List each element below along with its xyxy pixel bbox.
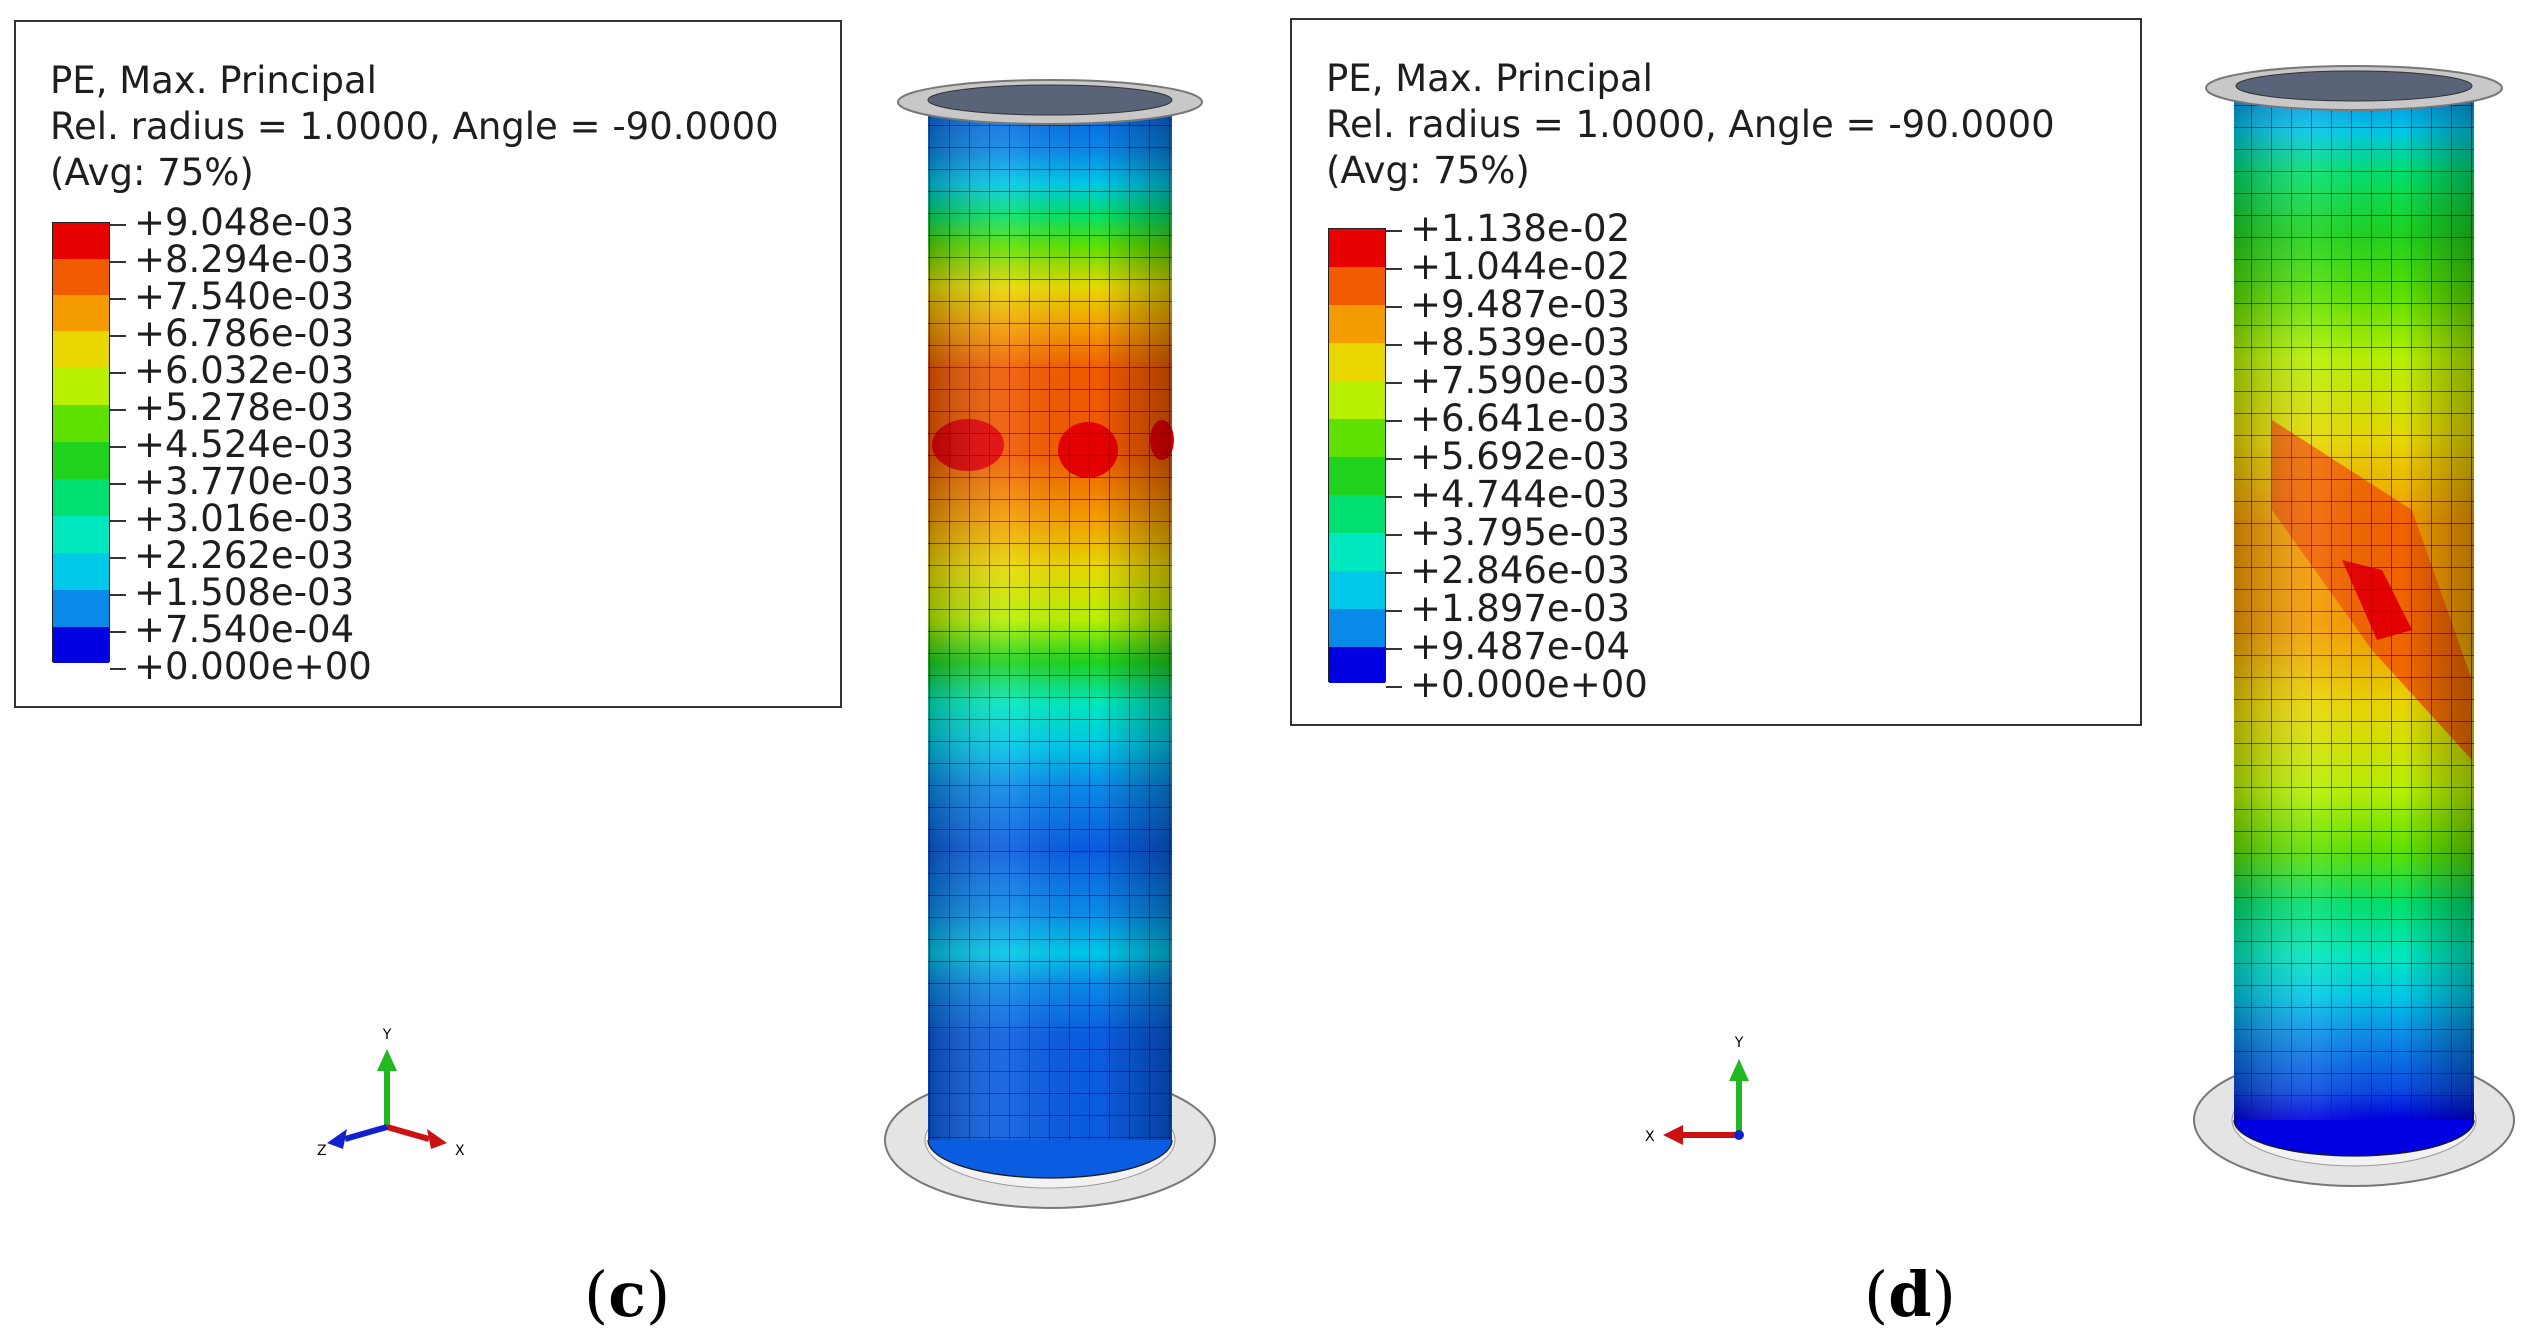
panel-label-c: (c) xyxy=(584,1258,671,1331)
triad-label-up: Y xyxy=(1734,1035,1744,1051)
legend-title-line1: PE, Max. Principal xyxy=(50,59,377,102)
legend-value: +6.786e-03 xyxy=(110,315,354,352)
column-model-c xyxy=(884,79,1216,1209)
legend-box-c: PE, Max. Principal Rel. radius = 1.0000,… xyxy=(14,20,842,708)
legend-value: +4.524e-03 xyxy=(110,426,354,463)
legend-value: +1.508e-03 xyxy=(110,574,354,611)
legend-value: +1.897e-03 xyxy=(1386,590,1630,627)
legend-value: +5.278e-03 xyxy=(110,389,354,426)
legend-value: +6.641e-03 xyxy=(1386,400,1630,437)
legend-title-line1: PE, Max. Principal xyxy=(1326,57,1653,100)
panel-label-d: (d) xyxy=(1864,1258,1956,1331)
legend-value: +0.000e+00 xyxy=(110,648,372,685)
legend-value: +0.000e+00 xyxy=(1386,666,1648,703)
legend-value: +8.294e-03 xyxy=(110,241,354,278)
legend-value: +7.540e-04 xyxy=(110,611,354,648)
triad-label-left: Z xyxy=(317,1143,327,1159)
legend-value: +3.795e-03 xyxy=(1386,514,1630,551)
legend-value: +7.590e-03 xyxy=(1386,362,1630,399)
legend-value: +8.539e-03 xyxy=(1386,324,1630,361)
legend-title-line3: (Avg: 75%) xyxy=(1326,149,1530,192)
legend-title-line2: Rel. radius = 1.0000, Angle = -90.0000 xyxy=(1326,103,2055,146)
legend-value: +2.846e-03 xyxy=(1386,552,1630,589)
legend-value: +3.016e-03 xyxy=(110,500,354,537)
legend-box-d: PE, Max. Principal Rel. radius = 1.0000,… xyxy=(1290,18,2142,726)
triad-label-right: X xyxy=(455,1143,465,1159)
legend-title-line3: (Avg: 75%) xyxy=(50,151,254,194)
panel-d: PE, Max. Principal Rel. radius = 1.0000,… xyxy=(1272,0,2544,1335)
legend-value: +3.770e-03 xyxy=(110,463,354,500)
triad-label-left: X xyxy=(1645,1129,1655,1145)
column-model-d xyxy=(2193,65,2515,1187)
legend-value: +7.540e-03 xyxy=(110,278,354,315)
legend-value: +9.048e-03 xyxy=(110,204,354,241)
legend-value: +9.487e-03 xyxy=(1386,286,1630,323)
axis-triad-d: Y X xyxy=(1645,1035,1749,1145)
panel-c: PE, Max. Principal Rel. radius = 1.0000,… xyxy=(14,20,1216,1331)
legend-value: +1.044e-02 xyxy=(1386,248,1630,285)
legend-value: +2.262e-03 xyxy=(110,537,354,574)
color-scale-bar xyxy=(52,222,110,663)
legend-value: +1.138e-02 xyxy=(1386,210,1630,247)
triad-label-up: Y xyxy=(382,1027,392,1043)
legend-value: +6.032e-03 xyxy=(110,352,354,389)
legend-title-line2: Rel. radius = 1.0000, Angle = -90.0000 xyxy=(50,105,779,148)
color-scale-bar xyxy=(1328,228,1386,683)
legend-value: +5.692e-03 xyxy=(1386,438,1630,475)
legend-value: +4.744e-03 xyxy=(1386,476,1630,513)
axis-triad-c: Y X Z xyxy=(317,1027,465,1159)
legend-value: +9.487e-04 xyxy=(1386,628,1630,665)
